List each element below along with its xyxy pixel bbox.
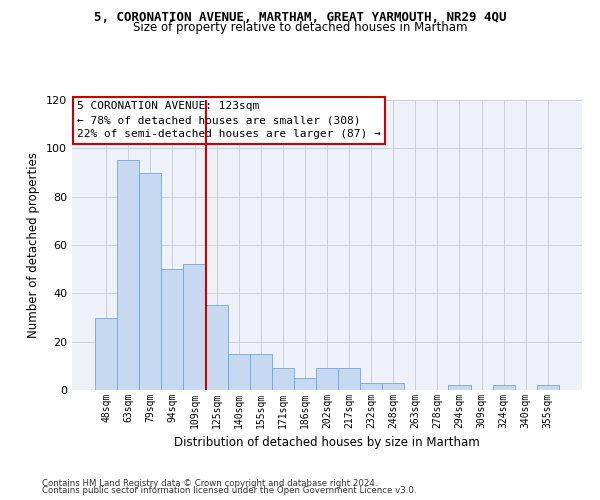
Bar (117, 160, 139, 390)
Bar (382, 383, 404, 390)
Bar (206, 306, 227, 390)
Bar (139, 172, 161, 390)
Text: 5, CORONATION AVENUE, MARTHAM, GREAT YARMOUTH, NR29 4QU: 5, CORONATION AVENUE, MARTHAM, GREAT YAR… (94, 11, 506, 24)
Bar (448, 385, 470, 390)
Bar (250, 354, 272, 390)
Bar (161, 269, 184, 390)
Text: Contains HM Land Registry data © Crown copyright and database right 2024.: Contains HM Land Registry data © Crown c… (42, 478, 377, 488)
Bar (227, 354, 250, 390)
Bar (184, 264, 206, 390)
Bar (493, 385, 515, 390)
Bar (294, 378, 316, 390)
Bar (537, 385, 559, 390)
Bar (338, 368, 360, 390)
Text: Contains public sector information licensed under the Open Government Licence v3: Contains public sector information licen… (42, 486, 416, 495)
Text: Size of property relative to detached houses in Martham: Size of property relative to detached ho… (133, 22, 467, 35)
Y-axis label: Number of detached properties: Number of detached properties (28, 152, 40, 338)
Bar (95, 318, 117, 390)
Bar (272, 368, 294, 390)
Bar (316, 368, 338, 390)
Text: 5 CORONATION AVENUE: 123sqm
← 78% of detached houses are smaller (308)
22% of se: 5 CORONATION AVENUE: 123sqm ← 78% of det… (77, 102, 381, 140)
X-axis label: Distribution of detached houses by size in Martham: Distribution of detached houses by size … (174, 436, 480, 450)
Bar (360, 383, 382, 390)
